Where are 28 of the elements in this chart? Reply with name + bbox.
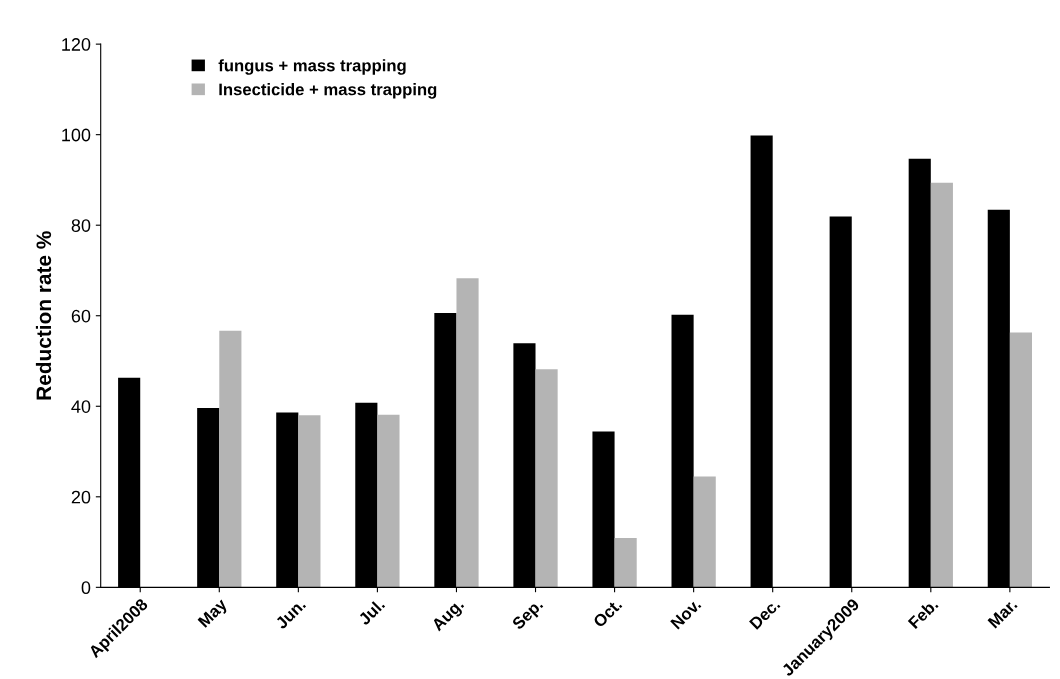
x-tick-label: Dec. [749, 598, 781, 630]
legend-label: fungus + mass trapping [218, 59, 406, 75]
bar [298, 415, 321, 588]
x-tick-label: Sep. [511, 598, 546, 633]
x-tick-label: Oct. [592, 598, 623, 629]
bar [456, 278, 479, 588]
legend-label: Insecticide + mass trapping [219, 83, 437, 99]
bar [1009, 332, 1033, 588]
y-tick-label: 120 [62, 38, 91, 51]
bar [693, 476, 716, 588]
bar [535, 369, 558, 588]
bar [377, 414, 400, 588]
y-tick-label: 20 [71, 490, 91, 504]
y-tick-label: 40 [71, 400, 91, 413]
y-axis-title: Reduction rate % [35, 231, 52, 400]
x-tick-label: Jul. [357, 597, 386, 626]
bar [614, 537, 637, 588]
x-tick-label: Feb. [907, 597, 939, 630]
x-tick-label: Jun. [274, 598, 307, 630]
bar [219, 330, 242, 588]
y-tick-label: 100 [62, 128, 91, 142]
y-tick-label: 60 [71, 309, 91, 323]
bar [930, 182, 953, 588]
y-tick-label: 0 [81, 581, 91, 595]
x-tick-label: Mar. [987, 598, 1018, 629]
y-tick-label: 80 [71, 219, 91, 232]
x-tick-label: Nov. [670, 598, 702, 630]
x-tick-label: Aug. [430, 598, 467, 634]
